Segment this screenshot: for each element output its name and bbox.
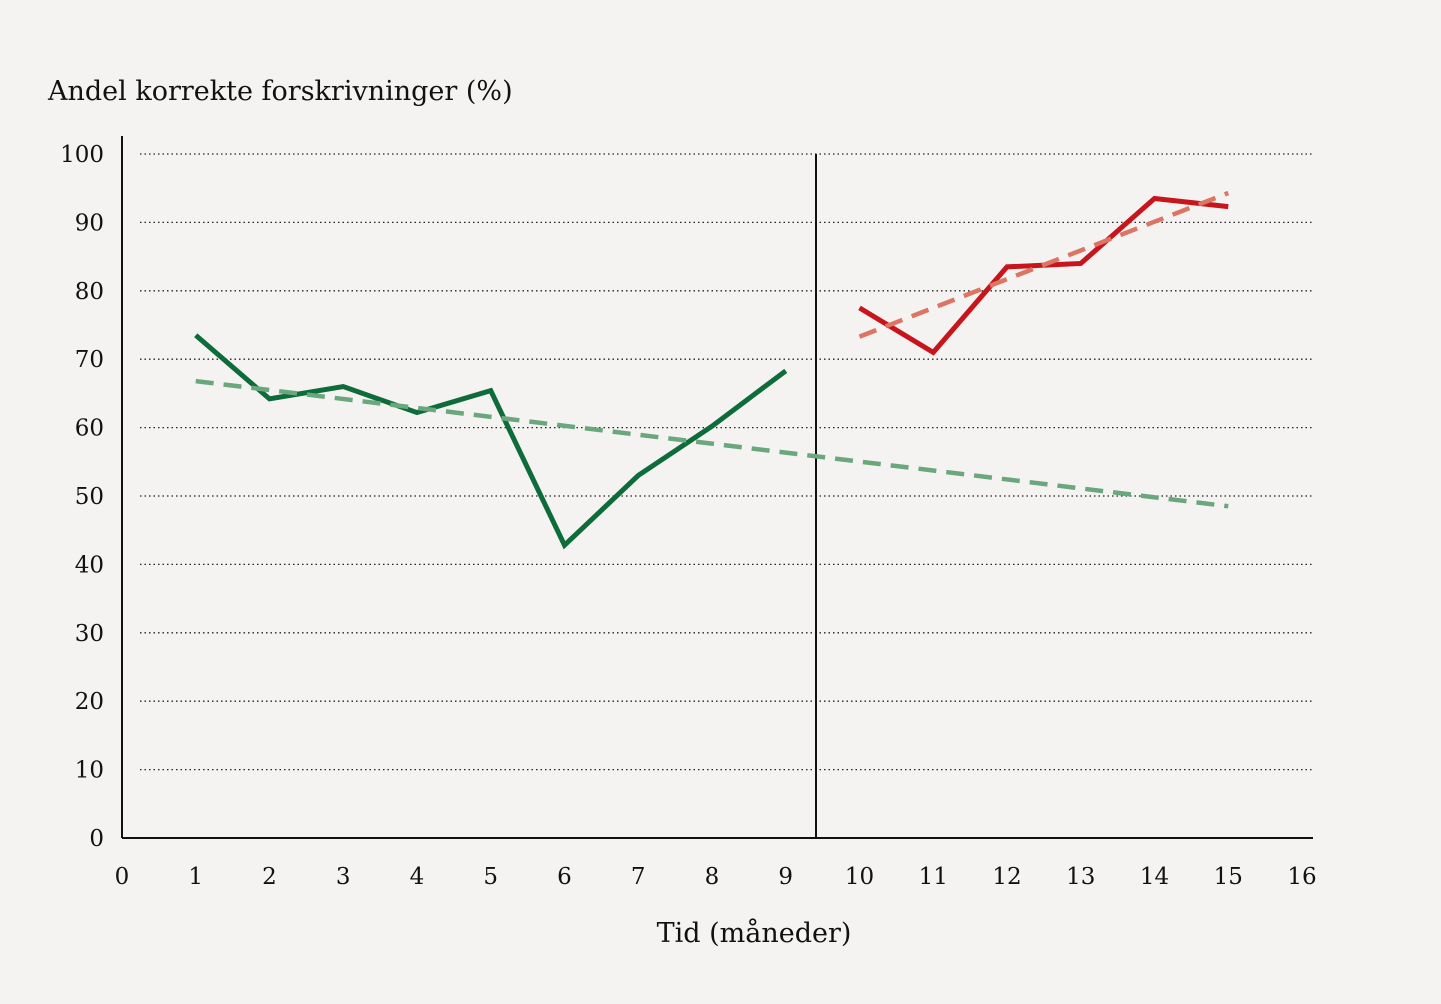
x-tick-label: 4 bbox=[410, 864, 425, 890]
y-tick-label: 30 bbox=[75, 621, 104, 647]
y-tick-labels: 0 10 20 30 40 50 60 70 80 90 100 bbox=[60, 142, 104, 852]
x-tick-label: 2 bbox=[262, 864, 277, 890]
x-tick-label: 16 bbox=[1287, 864, 1316, 890]
y-tick-label: 100 bbox=[60, 142, 104, 168]
x-tick-label: 15 bbox=[1214, 864, 1243, 890]
x-tick-label: 5 bbox=[483, 864, 498, 890]
x-tick-label: 12 bbox=[992, 864, 1021, 890]
y-tick-label: 70 bbox=[75, 347, 104, 373]
x-tick-label: 8 bbox=[705, 864, 720, 890]
series-group bbox=[194, 190, 1230, 550]
x-tick-label: 14 bbox=[1140, 864, 1169, 890]
y-tick-label: 60 bbox=[75, 416, 104, 442]
x-tick-label: 7 bbox=[631, 864, 646, 890]
y-axis-label: Andel korrekte forskrivninger (%) bbox=[47, 76, 513, 107]
y-tick-label: 10 bbox=[75, 758, 104, 784]
gridlines bbox=[140, 153, 1314, 771]
y-tick-label: 80 bbox=[75, 279, 104, 305]
x-tick-label: 3 bbox=[336, 864, 351, 890]
x-tick-labels: 0 1 2 3 4 5 6 7 8 9 10 11 12 13 14 15 16 bbox=[115, 864, 1317, 890]
x-tick-label: 6 bbox=[557, 864, 572, 890]
trend-line-3 bbox=[858, 190, 1230, 339]
y-tick-label: 90 bbox=[75, 210, 104, 236]
x-tick-label: 13 bbox=[1066, 864, 1095, 890]
y-tick-label: 0 bbox=[89, 826, 104, 852]
y-tick-label: 20 bbox=[75, 689, 104, 715]
x-tick-label: 10 bbox=[845, 864, 874, 890]
series-line-2 bbox=[858, 195, 1229, 356]
y-tick-label: 50 bbox=[75, 484, 104, 510]
x-axis-label: Tid (måneder) bbox=[657, 917, 852, 949]
x-tick-label: 0 bbox=[115, 864, 130, 890]
trend-line-1 bbox=[195, 378, 1229, 509]
x-tick-label: 1 bbox=[188, 864, 203, 890]
x-tick-label: 9 bbox=[778, 864, 793, 890]
x-tick-label: 11 bbox=[919, 864, 948, 890]
y-tick-label: 40 bbox=[75, 552, 104, 578]
